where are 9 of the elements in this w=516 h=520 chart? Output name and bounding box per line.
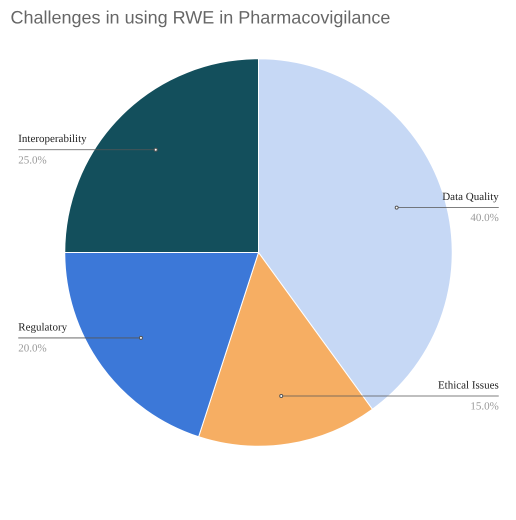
slice-label: Ethical Issues [438, 379, 499, 392]
slice-label: Regulatory [18, 321, 68, 334]
slice-label: Interoperability [18, 133, 88, 146]
data-label: 40.0% [470, 212, 499, 224]
data-label: 20.0% [18, 342, 47, 355]
data-label: 25.0% [18, 154, 47, 166]
data-label: 15.0% [470, 400, 499, 413]
chart-title: Challenges in using RWE in Pharmacovigilance [10, 8, 390, 28]
slice-label: Data Quality [442, 190, 500, 203]
